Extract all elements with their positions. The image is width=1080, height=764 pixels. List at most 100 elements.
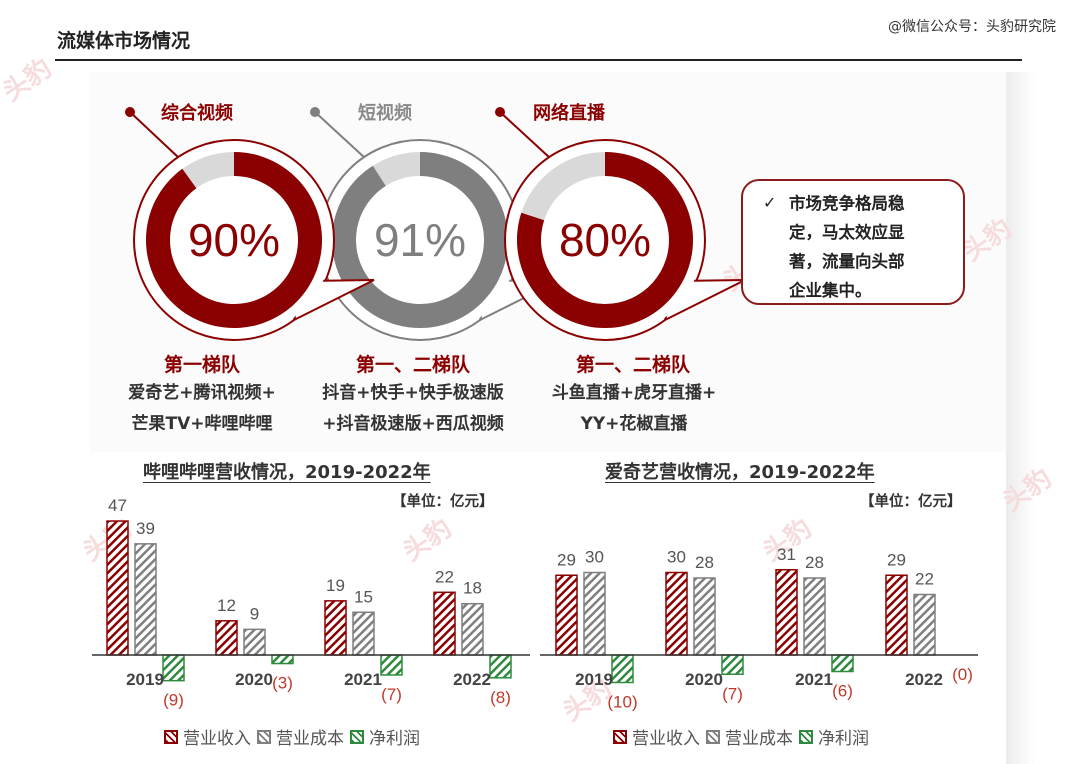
cost-swatch-icon xyxy=(257,729,271,744)
check-icon: ✓ xyxy=(763,193,777,212)
x-tick-label: 2021 xyxy=(344,670,382,689)
bar xyxy=(324,600,347,656)
callout-line: 著，流量向头部 xyxy=(789,252,905,271)
unit-label-iqiyi: 【单位：亿元】 xyxy=(860,494,962,510)
bar xyxy=(831,654,854,673)
bar xyxy=(134,543,157,656)
legend-iqiyi: 营业收入 营业成本 净利润 xyxy=(613,724,875,749)
pin-dot-icon xyxy=(310,107,320,117)
donut-0: 90% xyxy=(125,107,375,341)
players-line: 爱奇艺+腾讯视频+ xyxy=(128,383,276,403)
data-label: (10) xyxy=(607,693,637,712)
x-tick-label: 2022 xyxy=(905,670,943,689)
players-line: YY+花椒直播 xyxy=(580,414,688,434)
donut-2: 80% xyxy=(495,107,746,341)
x-tick-label: 2019 xyxy=(575,670,613,689)
data-label: 28 xyxy=(695,553,714,572)
bar xyxy=(489,654,512,679)
page-title: 流媒体市场情况 xyxy=(57,30,191,52)
callout-line: 市场竞争格局稳 xyxy=(789,194,905,213)
data-label: 28 xyxy=(805,553,824,572)
tier-title-live: 第一、二梯队 xyxy=(575,354,690,376)
bar xyxy=(461,602,484,656)
data-label: 18 xyxy=(463,579,482,598)
pin-leader xyxy=(499,111,551,159)
tier-title-short-video: 第一、二梯队 xyxy=(355,354,470,376)
x-tick-label: 2019 xyxy=(126,670,164,689)
bar xyxy=(271,654,294,665)
callout-line: 定，马太效应显 xyxy=(789,223,905,242)
data-label: (3) xyxy=(272,674,293,693)
donut-center xyxy=(543,178,667,302)
data-label: 29 xyxy=(887,550,906,569)
bar xyxy=(352,611,375,656)
revenue-swatch-icon xyxy=(164,729,178,744)
data-label: (7) xyxy=(381,685,402,704)
legend-label: 营业收入 xyxy=(632,729,700,749)
data-label: 47 xyxy=(108,496,127,515)
donut-center xyxy=(172,178,296,302)
bar xyxy=(162,654,185,682)
callout-line: 企业集中。 xyxy=(789,281,872,300)
legend-bilibili: 营业收入 营业成本 净利润 xyxy=(164,724,426,749)
legend-label: 营业成本 xyxy=(276,729,344,749)
tier-title-comprehensive: 第一梯队 xyxy=(163,354,240,376)
legend-label: 营业收入 xyxy=(183,729,251,749)
players-line: 芒果TV+哔哩哔哩 xyxy=(131,414,273,434)
data-label: 39 xyxy=(136,519,155,538)
bar xyxy=(583,571,606,656)
bar-chart-0: 47 39 (9) 2019 12 9 (3)2020 19 15 (7)2021 22 18 (8)2… xyxy=(92,496,530,710)
bar xyxy=(433,591,456,656)
panel-shadow xyxy=(1006,72,1036,764)
bar-chart-1: 29 30 (10) 2019 30 28 (7)2020 31 28 (6)2021 29 22 (0… xyxy=(540,545,978,712)
pin-leader xyxy=(129,111,180,159)
data-label: 30 xyxy=(585,548,604,567)
callout-text: 市场竞争格局稳 定，马太效应显 著，流量向头部 企业集中。 xyxy=(789,189,939,305)
data-label: 30 xyxy=(667,548,686,567)
revenue-swatch-icon xyxy=(613,729,627,744)
data-label: 19 xyxy=(326,576,345,595)
bar xyxy=(106,520,129,656)
data-label: 31 xyxy=(777,545,796,564)
data-label: (6) xyxy=(832,682,853,701)
data-label: 12 xyxy=(217,596,236,615)
donut-value-label: 91% xyxy=(374,214,466,266)
net-swatch-icon xyxy=(350,729,364,744)
legend-item-net: 净利润 xyxy=(799,724,869,749)
net-swatch-icon xyxy=(799,729,813,744)
bar xyxy=(803,577,826,656)
donut-value-label: 90% xyxy=(188,214,280,266)
bar xyxy=(380,654,403,676)
source-label: @微信公众号：头豹研究院 xyxy=(888,19,1056,35)
x-tick-label: 2022 xyxy=(453,670,491,689)
legend-label: 净利润 xyxy=(369,729,420,749)
x-tick-label: 2021 xyxy=(795,670,833,689)
legend-item-cost: 营业成本 xyxy=(257,724,344,749)
donut-value-label: 80% xyxy=(559,214,651,266)
donut-center xyxy=(358,178,482,302)
cost-swatch-icon xyxy=(706,729,720,744)
pin-dot-icon xyxy=(125,107,135,117)
legend-item-cost: 营业成本 xyxy=(706,724,793,749)
data-label: (8) xyxy=(490,688,511,707)
donut-1: 91% xyxy=(310,107,561,341)
legend-label: 净利润 xyxy=(818,729,869,749)
bar xyxy=(611,654,634,684)
bar xyxy=(721,654,744,675)
bar xyxy=(775,569,798,656)
bar xyxy=(693,577,716,656)
chart-title-iqiyi: 爱奇艺营收情况，2019-2022年 xyxy=(605,462,875,483)
tier-players-comprehensive: 爱奇艺+腾讯视频+ 芒果TV+哔哩哔哩 xyxy=(82,378,322,440)
data-label: (0) xyxy=(952,665,973,684)
tier-players-short-video: 抖音+快手+快手极速版 +抖音极速版+西瓜视频 xyxy=(293,378,533,440)
data-label: (7) xyxy=(722,684,743,703)
conclusion-callout: ✓ 市场竞争格局稳 定，马太效应显 著，流量向头部 企业集中。 xyxy=(741,179,965,305)
players-line: 斗鱼直播+虎牙直播+ xyxy=(551,383,717,403)
data-label: 29 xyxy=(557,550,576,569)
unit-label-bilibili: 【单位：亿元】 xyxy=(392,494,494,510)
players-line: 抖音+快手+快手极速版 xyxy=(322,383,504,403)
players-line: +抖音极速版+西瓜视频 xyxy=(322,414,504,434)
legend-label: 营业成本 xyxy=(725,729,793,749)
